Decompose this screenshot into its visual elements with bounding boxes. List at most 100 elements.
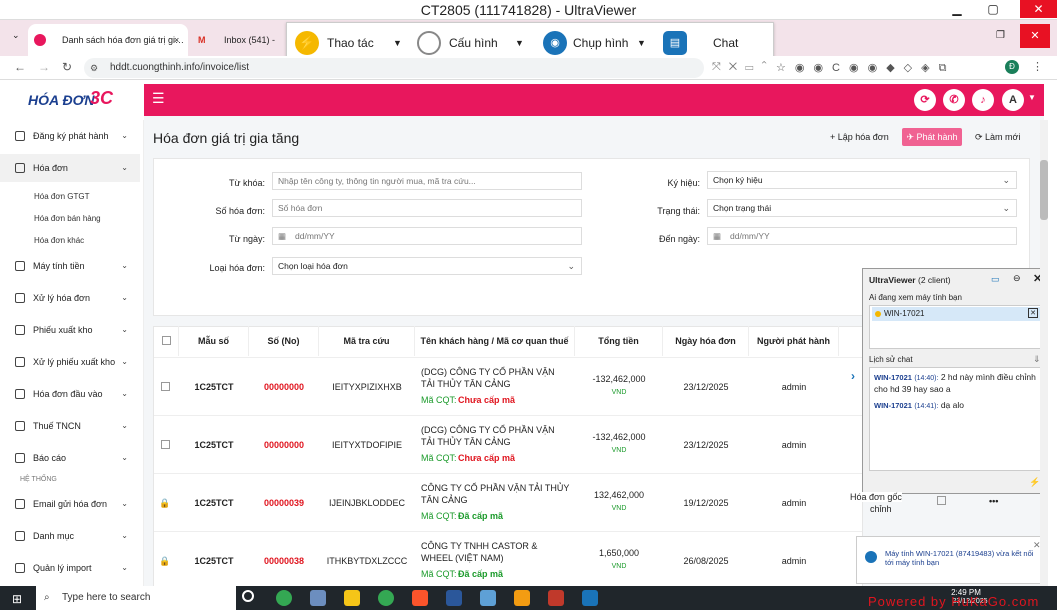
cell-so[interactable]: 00000039 — [263, 498, 305, 508]
tab-gmail[interactable]: M Inbox (541) - dinhth — [190, 24, 290, 77]
clock-time[interactable]: 2:49 PM — [951, 588, 981, 597]
issue-button[interactable]: ✈ Phát hành — [902, 128, 962, 146]
table-row[interactable]: 🔒 1C25TCT 00000039 IJEINJBKLODDEC CÔNG TY CỔ… — [154, 473, 862, 531]
sidebar-item-invoices[interactable]: Hóa đơn ⌄ — [0, 154, 140, 182]
app-icon[interactable] — [514, 590, 530, 606]
uv-mini-toolbar[interactable]: ⤧✕▭⌃ — [712, 61, 775, 73]
to-date-input[interactable]: ▦ dd/mm/YY — [707, 227, 1017, 245]
chevron-down-icon[interactable]: ▼ — [637, 38, 646, 48]
network-app-icon[interactable] — [480, 590, 496, 606]
extension-icons[interactable]: ☆◉◉C◉◉◆◇◈⧉ — [776, 62, 956, 74]
sidebar-item-catalog[interactable]: Danh mục ⌄ — [0, 522, 140, 550]
type-select[interactable]: Chọn loại hóa đơn ⌄ — [272, 257, 582, 275]
sidebar-item-pit[interactable]: Thuế TNCN ⌄ — [0, 412, 140, 440]
cell-so[interactable]: 00000000 — [263, 440, 305, 450]
close-icon[interactable]: ✕ — [1033, 273, 1043, 285]
url-input[interactable]: hddt.cuongthinh.info/invoice/list — [84, 58, 704, 78]
brave-icon[interactable] — [412, 590, 428, 606]
sidebar-sub-gtgt[interactable]: Hóa đơn GTGT — [34, 192, 90, 201]
close-window-button[interactable]: ✕ — [1020, 0, 1057, 18]
uv-actions-button[interactable]: Thao tác — [327, 36, 374, 50]
chevron-down-icon[interactable]: ▼ — [393, 38, 402, 48]
hamburger-icon[interactable]: ☰ — [152, 90, 165, 106]
sidebar-item-process[interactable]: Xử lý hóa đơn ⌄ — [0, 284, 140, 312]
connection-notification[interactable]: Máy tính WIN-17021 (87419483) vừa kết nố… — [856, 536, 1046, 584]
user-avatar[interactable]: A — [1002, 89, 1024, 111]
logo[interactable]: HÓA ĐƠN 3C — [0, 80, 144, 120]
monitor-icon[interactable]: ▭ — [991, 274, 1000, 284]
uv-config-button[interactable]: Cấu hình — [449, 36, 498, 50]
minimize-icon[interactable]: ⊖ — [1013, 273, 1021, 283]
browser-close-button[interactable]: ✕ — [1020, 24, 1050, 48]
minimize-icon[interactable]: ▁ — [952, 2, 962, 16]
cell-so[interactable]: 00000000 — [263, 382, 305, 392]
sidebar-item-email[interactable]: Email gửi hóa đơn ⌄ — [0, 490, 140, 518]
sidebar-item-reports[interactable]: Báo cáo ⌄ — [0, 444, 140, 472]
file-explorer-icon[interactable] — [344, 590, 360, 606]
back-icon[interactable]: ← — [14, 60, 26, 74]
chevron-down-icon[interactable]: ▼ — [515, 38, 524, 48]
disconnect-icon[interactable]: ✕ — [1028, 308, 1038, 318]
app-icon[interactable] — [548, 590, 564, 606]
col-header-so[interactable]: Số (No) — [249, 326, 319, 356]
keyword-input[interactable]: Nhập tên công ty, thông tin người mua, m… — [272, 172, 582, 190]
col-header-ma-tra-cuu[interactable]: Mã tra cứu — [319, 326, 415, 356]
row-checkbox[interactable] — [937, 496, 946, 505]
chrome-icon[interactable] — [378, 590, 394, 606]
sidebar-item-input-invoices[interactable]: Hóa đơn đầu vào ⌄ — [0, 380, 140, 408]
close-icon[interactable]: ✕ — [1033, 540, 1041, 550]
office-icon[interactable] — [446, 590, 462, 606]
mic-icon[interactable]: ⇓ — [1033, 354, 1041, 364]
sidebar-item-pos[interactable]: Máy tính tiền ⌄ — [0, 252, 140, 280]
phone-button[interactable]: ✆ — [943, 89, 965, 111]
restore-icon[interactable]: ❐ — [996, 30, 1005, 41]
site-info-icon[interactable]: ⚙ — [90, 63, 99, 73]
sidebar-sub-sales[interactable]: Hóa đơn bán hàng — [34, 214, 101, 223]
select-all-checkbox[interactable] — [154, 326, 179, 356]
ultraviewer-icon[interactable] — [582, 590, 598, 606]
tab-invoice-list[interactable]: Danh sách hóa đơn giá trị gi… × — [28, 24, 188, 56]
task-view-icon[interactable] — [242, 590, 254, 602]
row-checkbox[interactable] — [161, 382, 170, 391]
sidebar-item-register[interactable]: Đăng ký phát hành ⌄ — [0, 122, 140, 150]
tab-close-icon[interactable]: × — [174, 35, 180, 45]
windows-start-icon[interactable]: ⊞ — [12, 592, 23, 606]
forward-icon[interactable]: → — [38, 60, 50, 74]
col-header-mau-so[interactable]: Mẫu số — [179, 326, 249, 356]
from-date-input[interactable]: ▦ dd/mm/YY — [272, 227, 582, 245]
table-row[interactable]: 🔒 1C25TCT 00000038 ITHKBYTDXLZCCC CÔNG TY TN… — [154, 531, 862, 589]
profile-avatar[interactable]: Đ — [1005, 60, 1019, 74]
table-row[interactable]: 1C25TCT 00000000 IEITYXPIZIXHXB (DCG) CÔNG … — [154, 357, 862, 415]
more-icon[interactable]: ••• — [989, 496, 999, 506]
create-invoice-button[interactable]: + Lập hóa đơn — [830, 132, 889, 142]
taskbar-search[interactable]: ⌕ Type here to search — [36, 586, 236, 610]
page-scrollbar[interactable] — [1040, 120, 1048, 586]
tab-search-icon[interactable]: ⌄ — [12, 30, 20, 40]
reload-icon[interactable]: ↻ — [62, 60, 73, 74]
refresh-button[interactable]: ⟳ Làm mới — [975, 132, 1021, 142]
col-header-ten-khach-hang[interactable]: Tên khách hàng / Mã cơ quan thuế — [415, 326, 575, 356]
uv-chat-button[interactable]: Chat — [713, 36, 739, 50]
sidebar-item-delivery[interactable]: Phiếu xuất kho ⌄ — [0, 316, 140, 344]
status-select[interactable]: Chọn trạng thái ⌄ — [707, 199, 1017, 217]
viewer-item[interactable]: WIN-17021 ✕ — [872, 307, 1040, 321]
menu-dots-icon[interactable]: ⋮ — [1032, 61, 1043, 73]
clock-date[interactable]: 23/12/2025 — [952, 598, 988, 605]
symbol-select[interactable]: Chọn ký hiệu ⌄ — [707, 171, 1017, 189]
uv-screenshot-button[interactable]: Chụp hình — [573, 36, 629, 50]
col-header-ngay[interactable]: Ngày hóa đơn — [663, 326, 749, 356]
number-input[interactable]: Số hóa đơn — [272, 199, 582, 217]
bell-button[interactable]: ♪ — [972, 89, 994, 111]
cloud-app-icon[interactable] — [310, 590, 326, 606]
sidebar-sub-other[interactable]: Hóa đơn khác — [34, 236, 85, 245]
col-header-nguoi[interactable]: Người phát hành — [749, 326, 839, 356]
chat-collapse-icon[interactable]: › — [846, 366, 860, 386]
chevron-down-icon[interactable]: ▼ — [1028, 93, 1036, 102]
row-checkbox[interactable] — [161, 440, 170, 449]
sync-button[interactable]: ⟳ — [914, 89, 936, 111]
maximize-icon[interactable]: ▢ — [987, 2, 999, 16]
chrome-icon[interactable] — [276, 590, 292, 606]
send-icon[interactable]: ⚡ — [1029, 477, 1041, 487]
cell-so[interactable]: 00000038 — [263, 556, 305, 566]
table-row[interactable]: 1C25TCT 00000000 IEITYXTDOFIPIE (DCG) CÔNG … — [154, 415, 862, 473]
